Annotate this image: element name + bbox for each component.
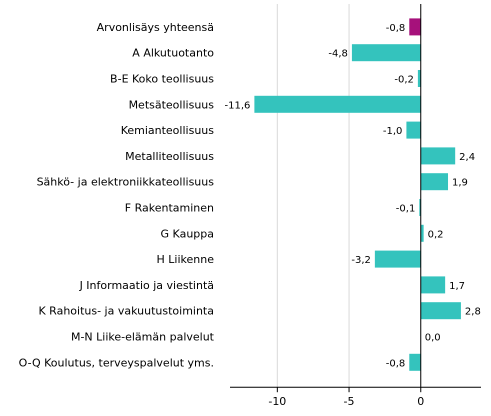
category-label: Sähkö- ja elektroniikkateollisuus (37, 176, 215, 189)
bar (420, 302, 461, 320)
value-label: 2,8 (465, 307, 481, 318)
bar (417, 70, 421, 87)
value-label: -4,8 (328, 49, 348, 60)
value-label: -0,8 (386, 358, 406, 369)
category-label: Arvonlisäys yhteensä (97, 21, 214, 34)
value-label: 1,9 (452, 178, 468, 189)
bar (420, 147, 456, 165)
value-label: 1,7 (449, 281, 465, 292)
bar (406, 121, 421, 139)
category-label: Kemianteollisuus (121, 124, 215, 137)
value-label: -0,8 (386, 23, 406, 34)
bar (420, 224, 424, 242)
x-tick-label: 0 (417, 395, 424, 408)
category-label: Metalliteollisuus (125, 150, 214, 163)
category-label: F Rakentaminen (125, 202, 214, 215)
category-label: J Informaatio ja viestintä (79, 279, 214, 292)
category-label: A Alkutuotanto (132, 47, 214, 60)
bar (420, 276, 446, 294)
value-label: 0,0 (425, 333, 441, 344)
category-label: H Liikenne (157, 253, 215, 266)
bar (351, 44, 421, 62)
category-label: B-E Koko teollisuus (110, 73, 214, 86)
value-label: -0,2 (394, 75, 414, 86)
value-label: -1,0 (383, 126, 403, 137)
x-tick-label: -5 (344, 395, 355, 408)
x-axis: -10 -5 0 (230, 4, 481, 408)
value-label: 2,4 (459, 152, 475, 163)
value-label: -11,6 (225, 100, 251, 111)
grid-lines (276, 4, 350, 388)
bars (254, 18, 461, 371)
value-label: -0,1 (396, 204, 416, 215)
value-label: -3,2 (351, 255, 371, 266)
bar (374, 250, 421, 268)
value-labels: -0,8 -4,8 -0,2 -11,6 -1,0 2,4 1,9 -0,1 0,2 -3,2 1,… (225, 23, 481, 369)
category-labels: Arvonlisäys yhteensä A Alkutuotanto B-E Ko… (19, 21, 215, 369)
category-label: O-Q Koulutus, terveyspalvelut yms. (19, 356, 214, 369)
value-label: 0,2 (428, 229, 444, 240)
category-label: G Kauppa (161, 227, 214, 240)
category-label: M-N Liike-elämän palvelut (71, 331, 215, 344)
bar (409, 353, 421, 371)
category-label: Metsäteollisuus (129, 98, 215, 111)
bar (420, 173, 449, 191)
bar (254, 95, 421, 113)
x-tick-label: -10 (268, 395, 286, 408)
bar (419, 199, 421, 216)
category-label: K Rahoitus- ja vakuutustoiminta (38, 305, 214, 318)
bar (409, 18, 421, 36)
